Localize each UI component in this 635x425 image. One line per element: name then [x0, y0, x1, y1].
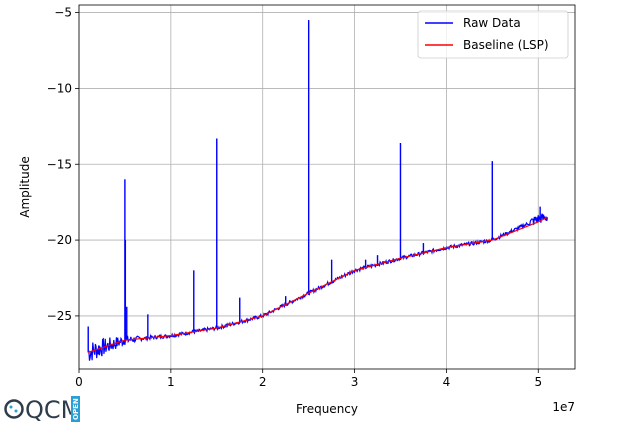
qcm-open-logo: QCM OPEN: [4, 396, 81, 424]
logo-dot-icon: [14, 409, 18, 413]
x-axis-offset-label: 1e7: [552, 400, 575, 414]
x-tick-label: 2: [259, 375, 267, 389]
y-tick-label: −10: [47, 81, 72, 95]
plot-frame: [78, 4, 576, 370]
logo-badge: [71, 396, 80, 422]
x-tick-label: 1: [167, 375, 175, 389]
y-tick-label: −25: [47, 309, 72, 323]
legend-label-raw-data: Raw Data: [463, 16, 521, 30]
x-tick-label: 4: [443, 375, 451, 389]
legend-label-baseline: Baseline (LSP): [463, 38, 549, 52]
grid-lines: [78, 5, 575, 369]
x-tick-label: 3: [351, 375, 359, 389]
y-axis-label: Amplitude: [18, 156, 32, 218]
y-tick-label: −15: [47, 157, 72, 171]
axis-ticks: 0 1 2 3 4 5 −5 −10 −15 −20 −25: [47, 6, 542, 389]
legend-box: [417, 10, 569, 59]
logo-circle-icon: [4, 399, 24, 419]
x-tick-label: 5: [534, 375, 542, 389]
y-tick-label: −20: [47, 233, 72, 247]
series-raw-data-line: [87, 20, 549, 361]
y-tick-label: −5: [54, 6, 72, 20]
legend: Raw Data Baseline (LSP): [417, 10, 569, 59]
logo-dot-icon: [9, 405, 13, 409]
x-tick-label: 0: [75, 375, 83, 389]
logo-badge-text: OPEN: [72, 398, 80, 420]
series-baseline-line: [88, 216, 548, 353]
plot-series: [87, 20, 549, 361]
x-axis-label: Frequency: [296, 402, 358, 416]
